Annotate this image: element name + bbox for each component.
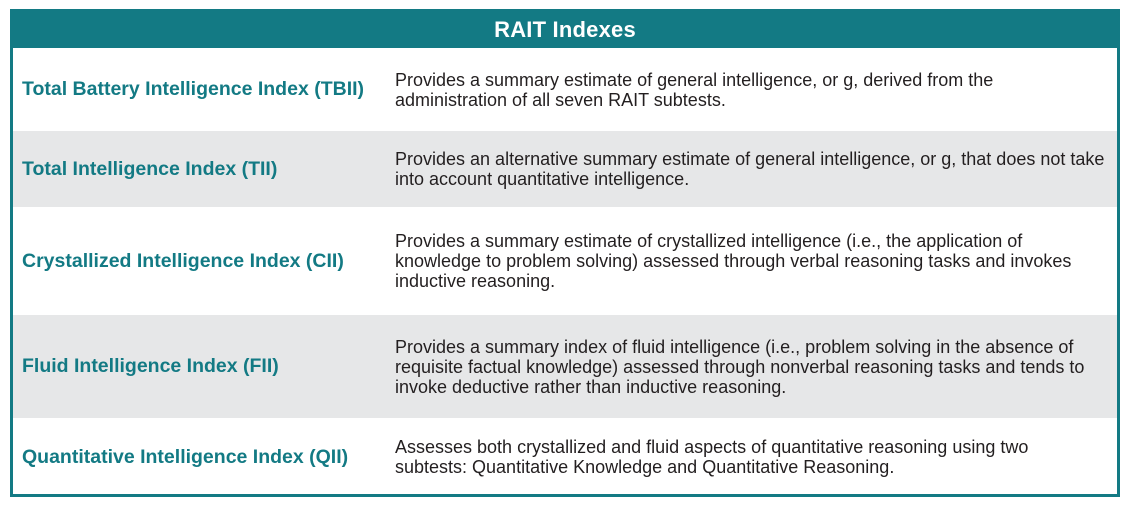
index-name: Total Intelligence Index (TII)	[22, 157, 278, 180]
index-name: Total Battery Intelligence Index (TBII)	[22, 78, 365, 101]
table-row: Total Intelligence Index (TII) Provides …	[13, 129, 1117, 207]
rait-indexes-table: RAIT Indexes Total Battery Intelligence …	[10, 9, 1120, 497]
table-row: Fluid Intelligence Index (FII) Provides …	[13, 313, 1117, 418]
table-row: Total Battery Intelligence Index (TBII) …	[13, 48, 1117, 129]
index-description: Provides a summary index of fluid intell…	[395, 336, 1085, 397]
index-description: Provides an alternative summary estimate…	[395, 149, 1105, 189]
index-description: Provides a summary estimate of crystalli…	[395, 231, 1072, 291]
table-title: RAIT Indexes	[13, 12, 1117, 48]
table-row: Crystallized Intelligence Index (CII) Pr…	[13, 207, 1117, 313]
index-name: Fluid Intelligence Index (FII)	[22, 355, 279, 378]
index-description: Provides a summary estimate of general i…	[395, 69, 994, 110]
index-name: Crystallized Intelligence Index (CII)	[22, 249, 344, 272]
table-row: Quantitative Intelligence Index (QII) As…	[13, 418, 1117, 494]
index-name: Quantitative Intelligence Index (QII)	[22, 445, 349, 468]
index-description: Assesses both crystallized and fluid asp…	[395, 437, 1029, 477]
